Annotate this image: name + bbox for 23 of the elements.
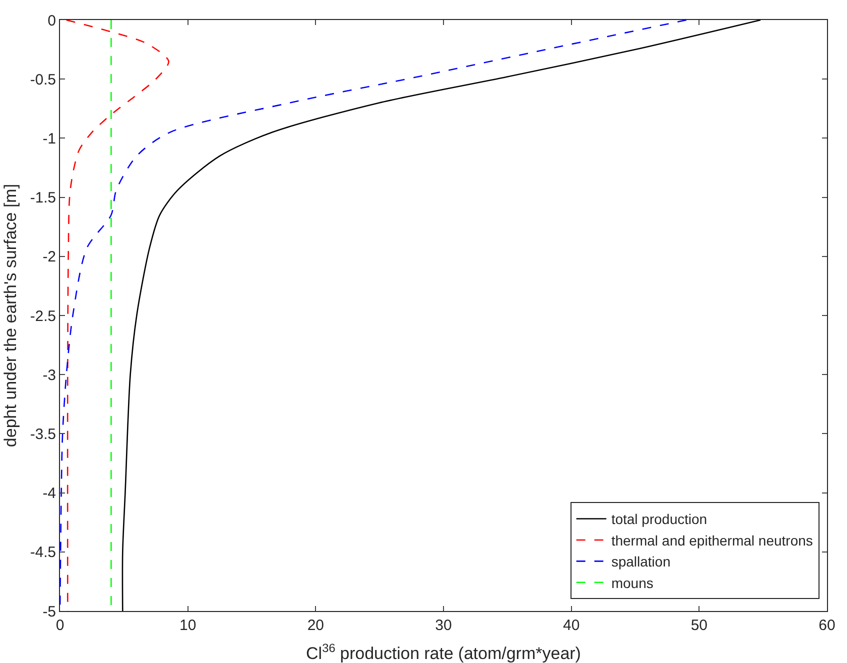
y-tick-label: -3.5 <box>30 426 56 443</box>
y-tick-label: -0.5 <box>30 71 56 88</box>
legend-label: mouns <box>611 574 654 591</box>
y-tick-label: -3 <box>42 366 56 384</box>
legend-label: spallation <box>611 554 670 570</box>
y-tick-label: -5 <box>42 603 56 620</box>
x-axis-title: Cl$^{36}$ production rate (atom/grm*year) <box>306 640 581 663</box>
x-tick-label: 20 <box>307 617 324 634</box>
x-tick-label: 50 <box>690 617 708 634</box>
legend-label: total production <box>611 511 708 528</box>
x-tick-label: 10 <box>179 617 196 634</box>
legend-label: thermal and epithermal neutrons <box>611 532 813 548</box>
y-tick-label: -4.5 <box>30 544 56 562</box>
x-tick-label: 30 <box>435 617 452 634</box>
y-tick-label: -2.5 <box>30 308 56 325</box>
y-tick-label: 0 <box>48 12 56 30</box>
y-tick-label: -1.5 <box>30 190 56 207</box>
x-tick-label: 60 <box>818 617 836 634</box>
y-tick-label: -4 <box>42 485 56 502</box>
y-tick-label: -2 <box>42 248 56 266</box>
x-tick-label: 40 <box>562 617 580 634</box>
y-axis-title: depht under the earth's surface [m] <box>1 184 20 448</box>
y-tick-label: -1 <box>42 130 56 148</box>
